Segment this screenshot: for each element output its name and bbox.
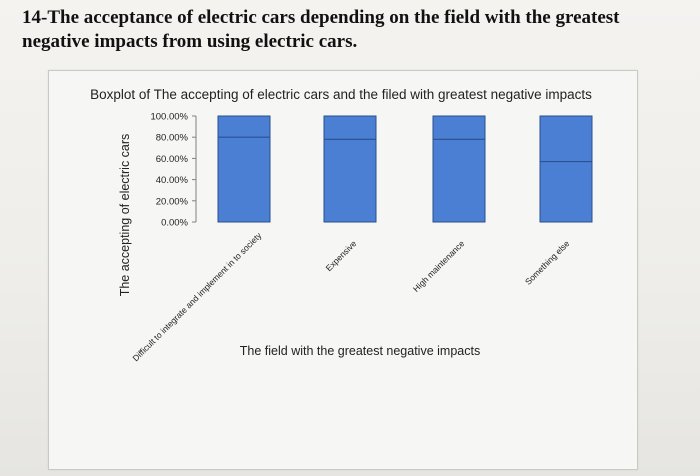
x-tick-label: High maintenance xyxy=(411,238,467,294)
y-tick-label: 80.00% xyxy=(156,133,189,144)
y-tick-label: 60.00% xyxy=(156,154,189,165)
question-heading-line-1: 14-The acceptance of electric cars depen… xyxy=(22,7,620,28)
x-tick-label: Expensive xyxy=(324,238,359,273)
x-axis-label: The field with the greatest negative imp… xyxy=(240,344,480,358)
x-tick-label: Something else xyxy=(523,238,572,287)
box xyxy=(432,115,486,223)
box xyxy=(217,115,271,223)
y-tick-label: 20.00% xyxy=(156,196,189,207)
y-tick-label: 40.00% xyxy=(156,175,189,186)
question-heading-line-2: negative impacts from using electric car… xyxy=(22,31,358,52)
plot-area: 0.00%20.00%40.00%60.00%80.00%100.00%Diff… xyxy=(131,112,593,363)
box xyxy=(539,115,593,223)
box xyxy=(323,115,377,223)
y-tick-label: 0.00% xyxy=(161,218,188,229)
question-heading: 14-The acceptance of electric cars depen… xyxy=(22,6,682,54)
chart-title: Boxplot of The accepting of electric car… xyxy=(90,87,592,102)
y-tick-label: 100.00% xyxy=(150,112,188,123)
y-axis-label: The accepting of electric cars xyxy=(118,134,132,297)
